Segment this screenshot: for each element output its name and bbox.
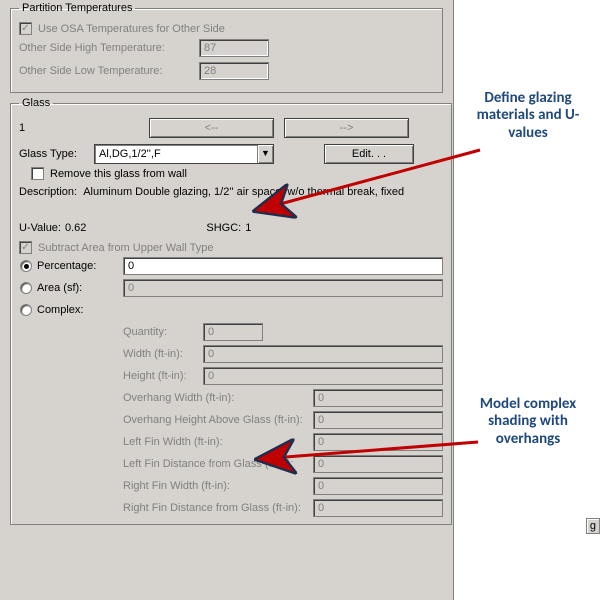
glass-next-button[interactable]: --> [284, 118, 409, 138]
glass-legend: Glass [19, 97, 53, 109]
glass-group: Glass 1 <-- --> Glass Type: Al,DG,1/2'',… [10, 97, 452, 525]
complex-field-input: 0 [203, 345, 443, 363]
shgc-label: SHGC: [206, 222, 241, 234]
complex-field-label: Right Fin Distance from Glass (ft-in): [123, 502, 313, 514]
annotation-area: Define glazing materials and U-values Mo… [454, 0, 600, 600]
subtract-area-label: Subtract Area from Upper Wall Type [38, 242, 213, 254]
glass-type-label: Glass Type: [19, 148, 94, 160]
percentage-input[interactable]: 0 [123, 257, 443, 275]
complex-field-label: Quantity: [123, 326, 203, 338]
desc-value: Aluminum Double glazing, 1/2'' air space… [83, 186, 404, 198]
complex-field-row: Quantity:0 [123, 322, 443, 342]
low-temp-label: Other Side Low Temperature: [19, 65, 199, 77]
radio-percentage[interactable] [20, 260, 32, 272]
annotation-glazing: Define glazing materials and U-values [468, 90, 588, 142]
complex-field-input: 0 [203, 323, 263, 341]
use-osa-checkbox: ✓ [19, 22, 32, 35]
complex-field-label: Left Fin Distance from Glass (ft-in): [123, 458, 313, 470]
complex-field-input: 0 [313, 499, 443, 517]
complex-field-input: 0 [313, 411, 443, 429]
use-osa-checkbox-row: ✓ Use OSA Temperatures for Other Side [19, 22, 434, 35]
complex-field-input: 0 [203, 367, 443, 385]
complex-field-input: 0 [313, 477, 443, 495]
glass-description: Description: Aluminum Double glazing, 1/… [19, 184, 404, 201]
use-osa-label: Use OSA Temperatures for Other Side [38, 23, 225, 35]
partition-temperatures-group: Partition Temperatures ✓ Use OSA Tempera… [10, 2, 443, 93]
radio-area[interactable] [20, 282, 32, 294]
complex-field-input: 0 [313, 433, 443, 451]
complex-field-row: Overhang Width (ft-in):0 [123, 388, 443, 408]
complex-field-row: Left Fin Distance from Glass (ft-in):0 [123, 454, 443, 474]
complex-field-label: Right Fin Width (ft-in): [123, 480, 313, 492]
settings-panel: Partition Temperatures ✓ Use OSA Tempera… [0, 0, 454, 600]
complex-field-row: Height (ft-in):0 [123, 366, 443, 386]
shgc: 1 [245, 222, 251, 234]
subtract-area-row: ✓ Subtract Area from Upper Wall Type [19, 241, 443, 254]
complex-field-label: Height (ft-in): [123, 370, 203, 382]
complex-field-row: Right Fin Distance from Glass (ft-in):0 [123, 498, 443, 518]
annotation-shading: Model complex shading with overhangs [468, 396, 588, 448]
peek-button: g [586, 518, 600, 534]
low-temp-value: 28 [199, 62, 269, 80]
desc-label: Description: [19, 186, 77, 198]
uvalue: 0.62 [65, 222, 86, 234]
uvalue-label: U-Value: [19, 222, 61, 234]
radio-complex[interactable] [20, 304, 32, 316]
dropdown-arrow-icon: ▼ [257, 145, 273, 163]
complex-field-row: Width (ft-in):0 [123, 344, 443, 364]
remove-glass-row[interactable]: Remove this glass from wall [31, 167, 443, 180]
complex-label: Complex: [33, 304, 123, 316]
complex-field-input: 0 [313, 455, 443, 473]
percentage-label: Percentage: [33, 260, 123, 272]
subtract-area-checkbox: ✓ [19, 241, 32, 254]
area-label: Area (sf): [33, 282, 123, 294]
partition-legend: Partition Temperatures [19, 2, 135, 14]
high-temp-label: Other Side High Temperature: [19, 42, 199, 54]
glass-prev-button[interactable]: <-- [149, 118, 274, 138]
complex-field-row: Right Fin Width (ft-in):0 [123, 476, 443, 496]
glass-type-select[interactable]: Al,DG,1/2'',F ▼ [94, 144, 274, 164]
high-temp-value: 87 [199, 39, 269, 57]
complex-field-row: Left Fin Width (ft-in):0 [123, 432, 443, 452]
complex-field-input: 0 [313, 389, 443, 407]
glass-edit-button[interactable]: Edit. . . [324, 144, 414, 164]
complex-field-row: Overhang Height Above Glass (ft-in):0 [123, 410, 443, 430]
complex-field-label: Overhang Width (ft-in): [123, 392, 313, 404]
remove-glass-label: Remove this glass from wall [50, 168, 187, 180]
complex-field-label: Left Fin Width (ft-in): [123, 436, 313, 448]
glass-index: 1 [19, 122, 149, 134]
remove-glass-checkbox[interactable] [31, 167, 44, 180]
complex-field-label: Overhang Height Above Glass (ft-in): [123, 414, 313, 426]
area-input: 0 [123, 279, 443, 297]
complex-field-label: Width (ft-in): [123, 348, 203, 360]
glass-type-value: Al,DG,1/2'',F [95, 145, 257, 163]
